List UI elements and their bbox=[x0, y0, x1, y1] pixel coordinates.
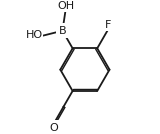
Text: B: B bbox=[59, 26, 66, 36]
Text: O: O bbox=[50, 123, 58, 133]
Text: HO: HO bbox=[25, 30, 43, 40]
Text: OH: OH bbox=[57, 1, 75, 11]
Text: F: F bbox=[105, 20, 111, 30]
